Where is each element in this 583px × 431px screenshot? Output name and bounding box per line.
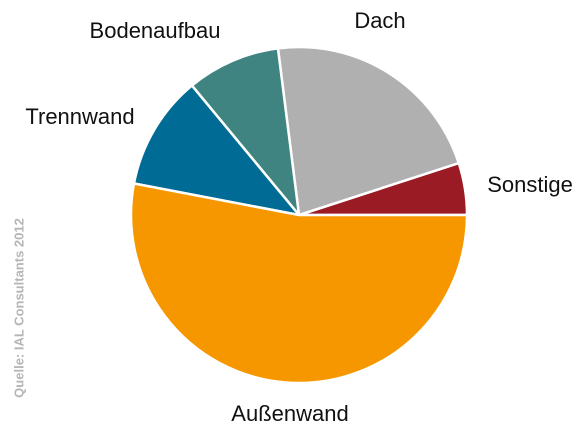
pie-slice xyxy=(276,45,461,217)
pie-slice xyxy=(132,83,303,217)
source-note: Quelle: IAL Consultants 2012 xyxy=(11,218,26,398)
pie-slice xyxy=(190,46,301,220)
slice-label: Sonstige xyxy=(487,172,573,197)
slice-label: Trennwand xyxy=(25,104,134,129)
slice-label: Dach xyxy=(354,8,405,33)
slice-label: Bodenaufbau xyxy=(90,18,221,43)
slice-label: Außenwand xyxy=(231,401,348,426)
pie-slice xyxy=(129,182,469,385)
